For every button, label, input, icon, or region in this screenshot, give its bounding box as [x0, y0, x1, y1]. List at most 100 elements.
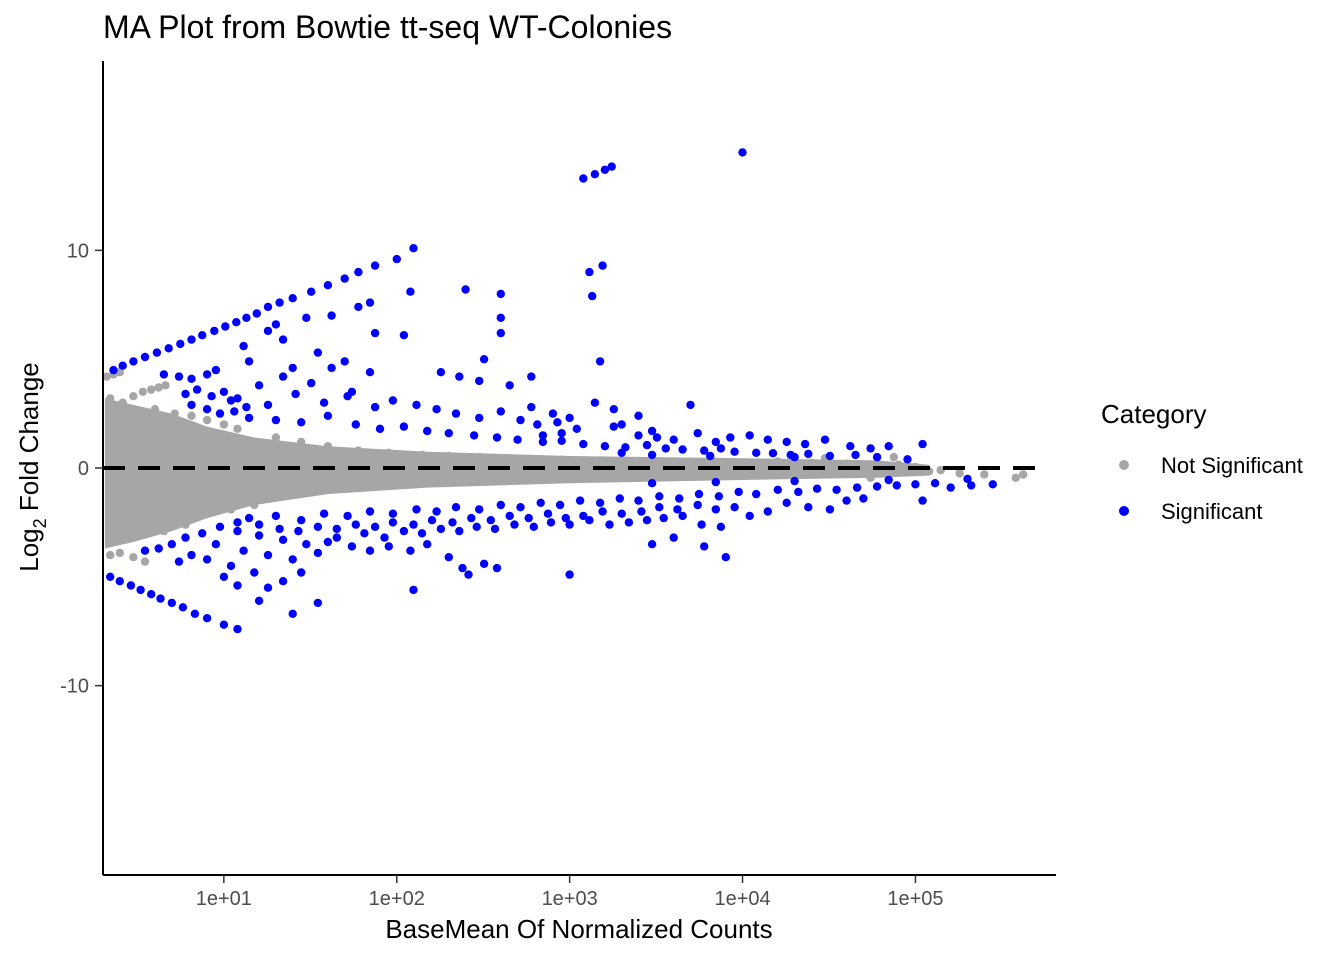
not-significant-point: [138, 387, 147, 396]
not-significant-point: [807, 458, 816, 467]
significant-point: [711, 477, 720, 487]
significant-point: [233, 526, 242, 536]
significant-point: [930, 479, 940, 488]
x-tick-label: 1e+04: [714, 888, 770, 910]
significant-point: [167, 598, 176, 608]
significant-point: [745, 431, 754, 440]
legend-title: Category: [1101, 399, 1207, 429]
not-significant-point: [323, 442, 333, 451]
significant-point: [711, 505, 720, 514]
significant-point: [892, 481, 901, 490]
significant-point: [340, 357, 349, 366]
significant-point: [354, 302, 363, 312]
not-significant-point: [302, 487, 311, 497]
not-significant-point: [686, 470, 695, 479]
significant-point: [479, 559, 489, 568]
significant-point: [595, 498, 605, 507]
significant-point: [763, 435, 772, 444]
significant-point: [661, 444, 670, 453]
significant-point: [716, 522, 726, 531]
significant-point: [538, 431, 548, 440]
significant-point: [590, 170, 600, 179]
significant-point: [294, 526, 303, 536]
legend-entries: Not Significant Significant: [1119, 453, 1303, 524]
significant-point: [242, 402, 251, 412]
significant-point: [230, 407, 239, 416]
significant-point: [782, 498, 791, 507]
significant-point: [233, 581, 242, 590]
not-significant-point: [1019, 470, 1028, 479]
significant-point: [669, 533, 678, 542]
significant-point: [207, 392, 216, 401]
significant-point: [181, 389, 190, 399]
x-tick-label: 1e+05: [887, 888, 943, 910]
significant-point: [461, 285, 470, 294]
significant-point: [533, 420, 542, 429]
significant-point: [343, 392, 352, 401]
significant-point: [226, 396, 236, 405]
significant-point: [159, 370, 169, 379]
significant-point: [872, 482, 882, 491]
not-significant-point: [140, 557, 150, 566]
significant-point: [351, 420, 360, 429]
significant-point: [202, 370, 212, 379]
significant-point: [538, 437, 548, 447]
significant-point: [726, 433, 735, 442]
significant-point: [634, 411, 643, 420]
significant-point: [600, 442, 610, 451]
significant-point: [370, 522, 380, 531]
significant-point: [332, 524, 341, 534]
significant-point: [529, 522, 538, 531]
significant-point: [254, 596, 264, 605]
significant-point: [327, 363, 336, 373]
significant-point: [106, 572, 115, 581]
significant-point: [444, 553, 453, 562]
not-significant-point: [106, 394, 115, 403]
significant-point: [202, 555, 212, 564]
significant-point: [730, 503, 739, 512]
significant-point: [804, 449, 813, 459]
significant-point: [427, 516, 437, 525]
density-cloud: [104, 398, 930, 549]
significant-point: [147, 590, 156, 599]
significant-point: [988, 480, 997, 489]
significant-point: [187, 400, 196, 410]
significant-point: [233, 518, 242, 527]
significant-point: [790, 476, 799, 486]
significant-point: [384, 542, 393, 551]
significant-point: [239, 341, 248, 351]
significant-point: [804, 503, 813, 512]
not-significant-point: [842, 459, 851, 468]
significant-point: [343, 511, 352, 521]
significant-point: [745, 511, 754, 521]
significant-point: [271, 415, 281, 425]
significant-point: [302, 540, 311, 549]
not-significant-point: [102, 372, 111, 381]
significant-point: [388, 509, 398, 518]
significant-point: [202, 614, 212, 623]
significant-point: [561, 513, 570, 523]
significant-point: [275, 524, 284, 534]
not-significant-point: [669, 457, 678, 466]
significant-point: [307, 287, 316, 296]
significant-point: [565, 570, 574, 579]
significant-point: [527, 402, 536, 412]
not-significant-point: [297, 437, 306, 447]
significant-point: [579, 174, 588, 183]
significant-point: [451, 503, 461, 512]
significant-point: [181, 533, 190, 542]
significant-point: [553, 418, 562, 427]
significant-point: [716, 444, 726, 453]
significant-point: [634, 496, 643, 505]
significant-point: [763, 507, 772, 516]
significant-point: [472, 522, 481, 531]
significant-point: [609, 405, 618, 414]
significant-point: [239, 546, 248, 555]
significant-point: [423, 426, 432, 436]
significant-point: [388, 396, 398, 405]
significant-point: [946, 483, 955, 492]
significant-point: [167, 540, 176, 549]
not-significant-point: [595, 456, 605, 465]
significant-point: [846, 442, 855, 451]
